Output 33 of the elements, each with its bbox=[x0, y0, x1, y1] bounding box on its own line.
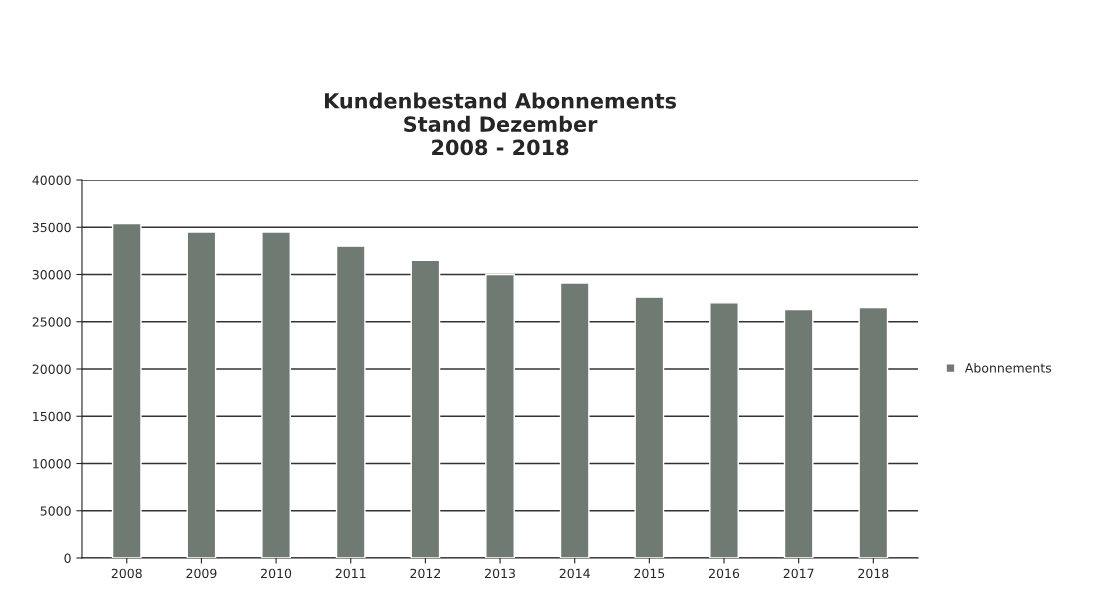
y-tick-label: 0 bbox=[64, 553, 71, 563]
x-tick-label: 2008 bbox=[111, 568, 142, 579]
bar bbox=[783, 308, 814, 558]
bar bbox=[559, 282, 590, 558]
x-tick-label: 2016 bbox=[709, 568, 740, 579]
y-tick-label: 40000 bbox=[32, 175, 71, 185]
x-tick-label: 2010 bbox=[261, 568, 292, 579]
x-tick-label: 2009 bbox=[186, 568, 217, 579]
bar bbox=[410, 259, 441, 558]
bar bbox=[858, 306, 889, 558]
y-tick-label: 5000 bbox=[40, 506, 71, 516]
y-tick-label: 30000 bbox=[32, 269, 71, 280]
bar bbox=[261, 231, 291, 558]
bar bbox=[634, 296, 665, 558]
bar bbox=[709, 302, 739, 558]
x-tick-label: 2012 bbox=[410, 568, 441, 579]
y-tick-label: 20000 bbox=[32, 364, 71, 374]
x-tick-label: 2015 bbox=[634, 568, 665, 579]
y-tick-label: 15000 bbox=[33, 411, 71, 422]
x-tick-label: 2014 bbox=[559, 568, 590, 579]
x-tick-label: 2011 bbox=[335, 568, 366, 579]
x-tick-label: 2018 bbox=[858, 568, 889, 579]
y-tick-label: 25000 bbox=[32, 317, 71, 327]
bar bbox=[335, 245, 366, 558]
x-tick-label: 2017 bbox=[783, 568, 814, 579]
y-tick-label: 35000 bbox=[32, 222, 71, 233]
bar bbox=[111, 222, 142, 558]
bar bbox=[485, 273, 515, 558]
y-tick-label: 10000 bbox=[33, 458, 71, 469]
chart-title: Kundenbestand Abonnements Stand Dezember 2008 - 2018 bbox=[324, 92, 677, 156]
legend-label: Abonnements bbox=[964, 362, 1052, 373]
bar bbox=[186, 231, 217, 558]
x-tick-label: 2013 bbox=[485, 568, 515, 579]
